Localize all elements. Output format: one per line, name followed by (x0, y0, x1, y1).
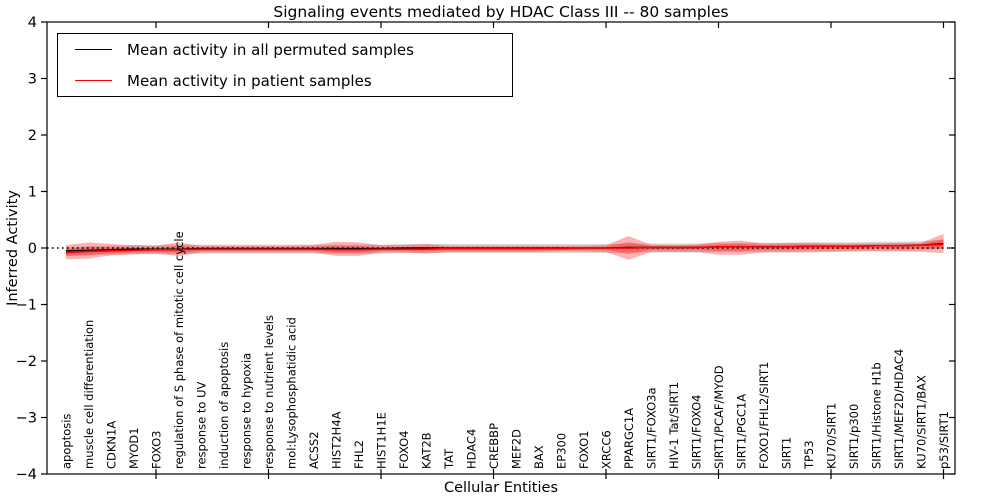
category-label: KU70/SIRT1 (825, 403, 839, 469)
y-tick-label: −1 (16, 298, 37, 314)
category-label: KAT2B (420, 432, 434, 469)
category-label: MYOD1 (127, 427, 141, 469)
category-label: regulation of S phase of mitotic cell cy… (172, 231, 186, 469)
category-label: HIST2H4A (330, 411, 344, 469)
category-label: apoptosis (60, 414, 74, 469)
category-label: HIV-1 Tat/SIRT1 (667, 382, 681, 469)
legend: Mean activity in all permuted samples Mea… (57, 33, 513, 97)
category-label: ACSS2 (307, 431, 321, 469)
legend-line-swatch (75, 80, 112, 81)
category-label: EP300 (555, 433, 569, 469)
category-label: response to nutrient levels (262, 315, 276, 469)
patient-samples-range-band (66, 233, 944, 260)
chart-title: Signaling events mediated by HDAC Class … (273, 3, 729, 21)
category-label: SIRT1/p300 (847, 404, 861, 469)
category-label: SIRT1/Histone H1b (870, 362, 884, 469)
category-label: muscle cell differentiation (82, 320, 96, 469)
category-label: HDAC4 (465, 429, 479, 469)
category-label: response to hypoxia (240, 353, 254, 469)
category-label: KU70/SIRT1/BAX (915, 375, 929, 469)
y-tick-label: −3 (16, 411, 37, 427)
category-label: TAT (442, 448, 456, 470)
legend-label: Mean activity in patient samples (127, 71, 372, 90)
series-line-1 (65, 243, 944, 254)
category-label: p53/SIRT1 (937, 411, 951, 469)
category-label: XRCC6 (600, 430, 614, 469)
category-label: CREBBP (487, 423, 501, 469)
category-label: PPARGC1A (622, 408, 636, 469)
y-tick-label: −2 (16, 354, 37, 370)
x-axis-label: Cellular Entities (443, 480, 559, 496)
category-label: FOXO3 (150, 431, 164, 469)
category-label: FOXO4 (397, 431, 411, 469)
category-label: TP53 (802, 440, 816, 470)
category-label: response to UV (195, 381, 209, 469)
category-label: SIRT1/PCAF/MYOD (712, 365, 726, 469)
legend-item: Mean activity in patient samples (58, 65, 512, 96)
category-label: SIRT1/PGC1A (735, 394, 749, 469)
category-label: induction of apoptosis (217, 342, 231, 469)
category-label: SIRT1/FOXO3a (645, 387, 659, 469)
category-label: SIRT1/FOXO4 (690, 394, 704, 469)
category-label: HIST1H1E (375, 412, 389, 469)
legend-label: Mean activity in all permuted samples (127, 40, 414, 59)
y-tick-label: 0 (28, 241, 37, 257)
category-label: FHL2 (352, 440, 366, 469)
legend-line-swatch (75, 49, 112, 50)
category-label: MEF2D (510, 429, 524, 469)
y-tick-label: 3 (28, 72, 37, 88)
category-label: FOXO1 (577, 431, 591, 469)
y-tick-label: 4 (28, 15, 37, 31)
category-label: FOXO1/FHL2/SIRT1 (757, 362, 771, 469)
y-tick-label: −4 (16, 467, 37, 483)
category-label: CDKN1A (105, 421, 119, 469)
category-label: BAX (532, 445, 546, 469)
category-label: mol:Lysophosphatidic acid (285, 317, 299, 469)
y-tick-label: 1 (28, 185, 37, 201)
category-label: SIRT1 (780, 437, 794, 469)
category-label: SIRT1/MEF2D/HDAC4 (892, 349, 906, 469)
y-tick-label: 2 (28, 128, 37, 144)
legend-item: Mean activity in all permuted samples (58, 34, 512, 65)
